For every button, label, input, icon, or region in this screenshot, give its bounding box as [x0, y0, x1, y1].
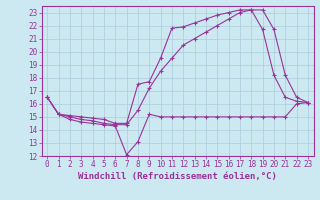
X-axis label: Windchill (Refroidissement éolien,°C): Windchill (Refroidissement éolien,°C) — [78, 172, 277, 181]
